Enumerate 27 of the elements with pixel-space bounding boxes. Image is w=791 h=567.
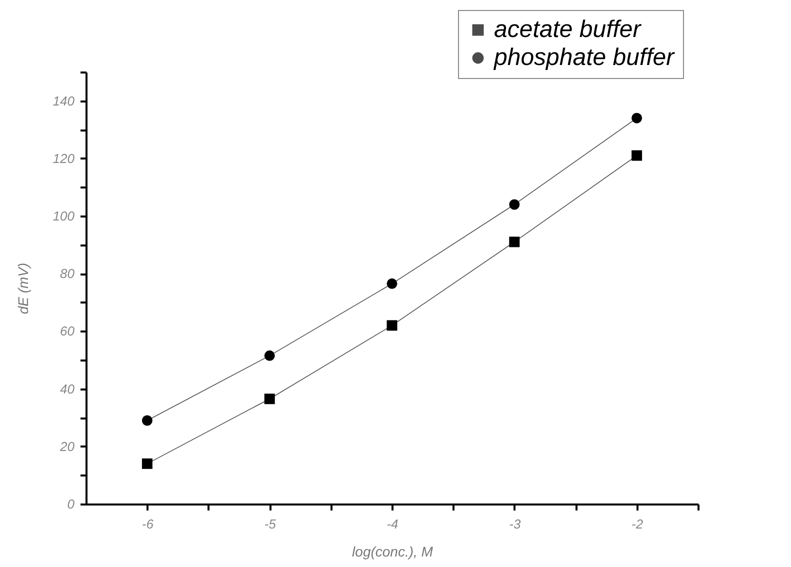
x-tick-label: -2	[632, 516, 644, 532]
point	[632, 112, 642, 124]
x-tick-label: -4	[386, 516, 398, 532]
point	[386, 320, 398, 331]
y-tick-label: 60	[60, 324, 76, 339]
legend-label: acetate buffer	[494, 16, 642, 43]
x-tick-label: -5	[264, 516, 277, 532]
point	[509, 199, 520, 210]
y-tick-label: 140	[52, 93, 76, 108]
point	[509, 236, 520, 248]
y-tick-label: 100	[52, 208, 76, 224]
point	[142, 415, 152, 426]
y-tick-label: 40	[60, 381, 76, 396]
legend-label: phosphate buffer	[493, 44, 676, 71]
x-tick-label: -6	[142, 516, 154, 532]
x-axis-title: log(conc.), M	[352, 544, 434, 560]
point	[142, 458, 152, 469]
y-tick-label: 80	[60, 266, 76, 282]
y-tick-label: 0	[67, 496, 76, 512]
y-tick-label: 20	[59, 438, 76, 454]
y-tick-label: 120	[52, 150, 76, 166]
point	[264, 350, 275, 361]
point	[632, 150, 642, 161]
y-axis-title: dE (mV)	[14, 262, 31, 314]
x-tick-label: -3	[509, 516, 522, 532]
point	[264, 394, 275, 404]
point	[386, 278, 398, 289]
